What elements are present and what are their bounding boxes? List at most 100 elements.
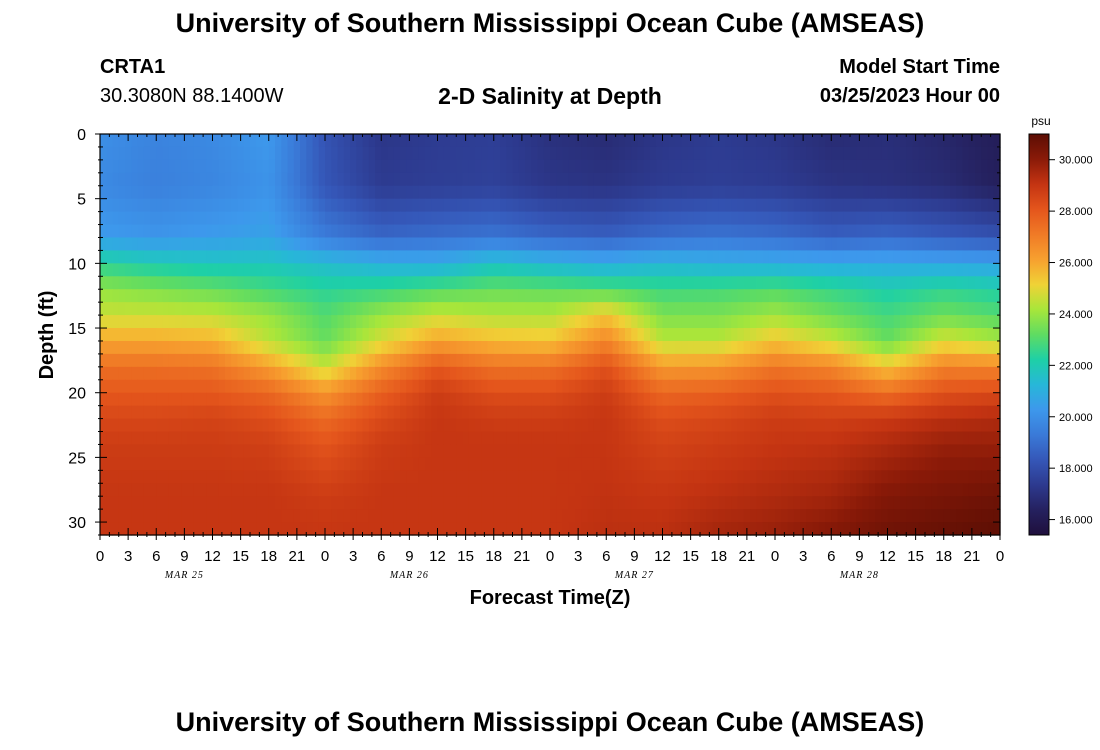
heatmap-cell bbox=[118, 211, 126, 226]
heatmap-cell bbox=[968, 405, 976, 420]
heatmap-cell bbox=[137, 172, 145, 187]
heatmap-cell bbox=[700, 457, 707, 471]
heatmap-cell bbox=[212, 457, 220, 471]
heatmap-cell bbox=[368, 172, 376, 187]
heatmap-cell bbox=[687, 276, 695, 290]
heatmap-cell bbox=[806, 340, 814, 355]
heatmap-cell bbox=[650, 237, 657, 252]
heatmap-cell bbox=[737, 185, 745, 200]
station-coordinates: 30.3080N 88.1400W bbox=[100, 85, 284, 107]
heatmap-cell bbox=[600, 146, 607, 161]
heatmap-cell bbox=[256, 392, 264, 407]
heatmap-cell bbox=[150, 237, 157, 252]
heatmap-cell bbox=[818, 392, 826, 407]
heatmap-cell bbox=[900, 379, 907, 394]
heatmap-cell bbox=[581, 172, 589, 187]
heatmap-cell bbox=[206, 392, 214, 407]
heatmap-cell bbox=[200, 198, 207, 213]
heatmap-cell bbox=[818, 509, 826, 523]
heatmap-cell bbox=[800, 263, 807, 277]
heatmap-cell bbox=[706, 276, 714, 290]
heatmap-cell bbox=[606, 185, 614, 200]
heatmap-cell bbox=[706, 483, 714, 497]
heatmap-cell bbox=[412, 379, 420, 394]
heatmap-cell bbox=[393, 328, 401, 342]
heatmap-cell bbox=[631, 392, 639, 407]
heatmap-cell bbox=[668, 392, 676, 407]
heatmap-cell bbox=[156, 328, 164, 342]
heatmap-cell bbox=[437, 198, 445, 213]
heatmap-cell bbox=[343, 134, 351, 148]
heatmap-cell bbox=[318, 392, 326, 407]
heatmap-cell bbox=[331, 146, 339, 161]
heatmap-cell bbox=[356, 198, 364, 213]
heatmap-cell bbox=[375, 159, 382, 174]
heatmap-cell bbox=[418, 483, 426, 497]
heatmap-cell bbox=[268, 392, 276, 407]
heatmap-cell bbox=[706, 457, 714, 471]
heatmap-cell bbox=[725, 198, 732, 213]
heatmap-cell bbox=[443, 185, 451, 200]
heatmap-cell bbox=[306, 185, 314, 200]
heatmap-cell bbox=[637, 134, 645, 148]
heatmap-cell bbox=[306, 263, 314, 277]
heatmap-cell bbox=[956, 444, 964, 458]
heatmap-cell bbox=[943, 198, 951, 213]
heatmap-cell bbox=[993, 224, 1001, 239]
heatmap-cell bbox=[625, 483, 632, 497]
heatmap-cell bbox=[643, 224, 651, 239]
heatmap-cell bbox=[950, 328, 957, 342]
heatmap-cell bbox=[118, 159, 126, 174]
heatmap-cell bbox=[993, 366, 1001, 381]
heatmap-cell bbox=[650, 444, 657, 458]
heatmap-cell bbox=[768, 340, 776, 355]
heatmap-cell bbox=[262, 353, 270, 368]
heatmap-cell bbox=[587, 159, 595, 174]
heatmap-cell bbox=[800, 496, 807, 510]
heatmap-cell bbox=[968, 211, 976, 226]
heatmap-cell bbox=[318, 431, 326, 446]
heatmap-cell bbox=[862, 315, 870, 329]
heatmap-cell bbox=[506, 211, 514, 226]
heatmap-cell bbox=[406, 379, 414, 394]
heatmap-cell bbox=[856, 172, 864, 187]
heatmap-cell bbox=[612, 211, 620, 226]
heatmap-cell bbox=[750, 483, 757, 497]
heatmap-cell bbox=[456, 211, 464, 226]
heatmap-cell bbox=[331, 211, 339, 226]
heatmap-cell bbox=[268, 470, 276, 484]
heatmap-cell bbox=[531, 522, 539, 536]
heatmap-cell bbox=[425, 289, 432, 303]
heatmap-cell bbox=[806, 211, 814, 226]
heatmap-cell bbox=[756, 457, 764, 471]
heatmap-cell bbox=[575, 483, 582, 497]
heatmap-cell bbox=[712, 276, 720, 290]
heatmap-cell bbox=[831, 379, 839, 394]
heatmap-cell bbox=[118, 250, 126, 264]
heatmap-cell bbox=[731, 185, 739, 200]
heatmap-cell bbox=[968, 159, 976, 174]
heatmap-cell bbox=[393, 185, 401, 200]
heatmap-cell bbox=[781, 263, 789, 277]
heatmap-cell bbox=[162, 224, 170, 239]
heatmap-cell bbox=[668, 159, 676, 174]
heatmap-cell bbox=[706, 250, 714, 264]
heatmap-cell bbox=[512, 522, 520, 536]
heatmap-cell bbox=[562, 263, 570, 277]
heatmap-cell bbox=[268, 353, 276, 368]
heatmap-cell bbox=[756, 211, 764, 226]
heatmap-cell bbox=[787, 315, 795, 329]
heatmap-cell bbox=[325, 522, 332, 536]
heatmap-cell bbox=[481, 224, 489, 239]
heatmap-cell bbox=[125, 457, 132, 471]
heatmap-cell bbox=[725, 444, 732, 458]
heatmap-cell bbox=[162, 496, 170, 510]
heatmap-cell bbox=[675, 302, 682, 316]
heatmap-cell bbox=[437, 379, 445, 394]
heatmap-cell bbox=[131, 302, 139, 316]
heatmap-cell bbox=[412, 496, 420, 510]
heatmap-cell bbox=[443, 522, 451, 536]
heatmap-cell bbox=[456, 340, 464, 355]
heatmap-cell bbox=[125, 185, 132, 200]
heatmap-cell bbox=[581, 353, 589, 368]
